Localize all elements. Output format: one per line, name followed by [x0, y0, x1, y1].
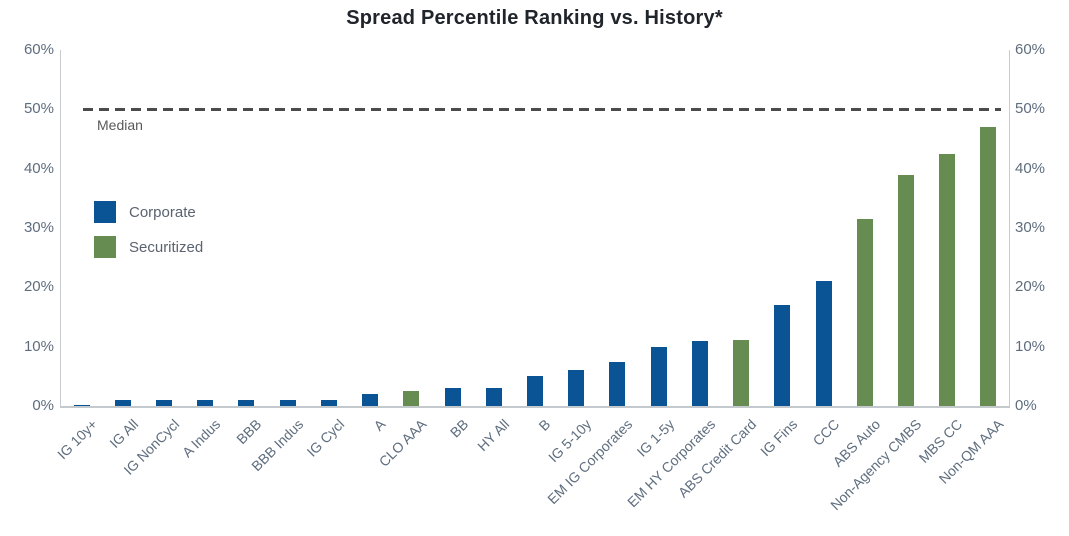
- bar-slot: [143, 50, 184, 406]
- x-axis-label: A Indus: [179, 416, 224, 461]
- y-axis-tick-label: 50%: [1015, 100, 1046, 118]
- y-axis-tick-label: 0%: [32, 397, 54, 414]
- bar-em-ig-corporates: [609, 361, 626, 406]
- y-axis-tick-label: 10%: [1015, 337, 1046, 355]
- y-axis-tick-label: 30%: [1015, 219, 1046, 236]
- bar-ig-5-10y: [568, 370, 585, 406]
- y-axis-tick-label: 40%: [1015, 159, 1046, 177]
- bar-ig-10y-: [73, 404, 90, 406]
- bar-slot: [844, 50, 885, 406]
- bar-slot: [308, 50, 349, 406]
- chart-title: Spread Percentile Ranking vs. History*: [346, 7, 723, 29]
- y-axis-tick-label: 20%: [1015, 278, 1046, 296]
- legend-item-corporate: Corporate: [94, 201, 203, 223]
- bar-slot: [514, 50, 555, 406]
- bar-slot: [61, 50, 102, 406]
- bar-slot: [185, 50, 226, 406]
- bar-abs-auto: [856, 219, 873, 406]
- x-axis-label: IG 10y+: [53, 416, 100, 463]
- legend-label: Corporate: [129, 203, 196, 221]
- bar-slot: [885, 50, 926, 406]
- y-axis-right: 60% 50% 40% 30% 20% 10% 0%: [1015, 41, 1067, 414]
- x-axis-label: HY All: [473, 416, 513, 455]
- bar-slot: [762, 50, 803, 406]
- x-axis-label: ABS Credit Card: [674, 416, 760, 501]
- bar-slot: [927, 50, 968, 406]
- bar-slot: [350, 50, 391, 406]
- y-axis-tick-label: 20%: [23, 278, 54, 296]
- x-axis-label: IG All: [106, 416, 142, 451]
- bar-hy-all: [485, 388, 502, 406]
- bar-ig-noncycl: [156, 400, 173, 406]
- y-axis-tick-label: 0%: [1015, 397, 1037, 414]
- bar-ccc: [815, 281, 832, 406]
- bar-a-indus: [197, 400, 214, 406]
- x-axis-label: BB: [446, 416, 471, 441]
- bar-slot: [721, 50, 762, 406]
- bar-mbs-cc: [939, 153, 956, 406]
- bar-slot: [432, 50, 473, 406]
- y-axis-tick-label: 10%: [23, 337, 54, 355]
- bar-a: [362, 394, 379, 406]
- x-axis-label: B: [535, 416, 554, 434]
- bar-slot: [638, 50, 679, 406]
- x-axis-label: A: [370, 416, 389, 434]
- bar-non-qm-aaa: [980, 127, 997, 406]
- bar-non-agency-cmbs: [897, 174, 914, 406]
- bar-slot: [102, 50, 143, 406]
- legend-label: Securitized: [129, 238, 204, 256]
- y-axis-tick-label: 50%: [23, 100, 54, 118]
- bar-ig-fins: [774, 305, 791, 406]
- bar-ig-1-5y: [650, 346, 667, 406]
- bar-ig-cycl: [320, 400, 337, 406]
- legend: Corporate Securitized: [94, 201, 203, 258]
- median-reference-line: [83, 108, 1001, 112]
- y-axis-tick-label: 30%: [23, 219, 54, 236]
- x-axis-label: IG Cycl: [303, 416, 348, 460]
- y-axis-tick-label: 60%: [23, 41, 54, 58]
- x-axis-label: CCC: [809, 416, 842, 449]
- bar-bb: [444, 388, 461, 406]
- bar-slot: [267, 50, 308, 406]
- bar-slot: [679, 50, 720, 406]
- x-axis-label: IG Fins: [757, 416, 801, 460]
- bar-bbb-indus: [279, 400, 296, 406]
- legend-swatch-icon: [94, 236, 116, 258]
- bar-slot: [556, 50, 597, 406]
- bar-clo-aaa: [403, 391, 420, 406]
- bar-ig-all: [114, 400, 131, 406]
- bar-slot: [803, 50, 844, 406]
- x-axis-labels: IG 10y+ IG All IG NonCycl A Indus BBB BBB Ind…: [54, 410, 1008, 536]
- median-label: Median: [97, 117, 143, 134]
- y-axis-tick-label: 60%: [1015, 41, 1046, 58]
- legend-swatch-icon: [94, 201, 116, 223]
- bar-bbb: [238, 400, 255, 406]
- bar-slot: [473, 50, 514, 406]
- bar-slot: [226, 50, 267, 406]
- bar-slot: [391, 50, 432, 406]
- x-axis-label: BBB: [233, 416, 265, 448]
- bar-slot: [597, 50, 638, 406]
- y-axis-tick-label: 40%: [23, 159, 54, 177]
- bar-slot: [968, 50, 1009, 406]
- bar-em-hy-corporates: [691, 340, 708, 406]
- bar-b: [527, 376, 544, 406]
- y-axis-left: 60% 50% 40% 30% 20% 10% 0%: [2, 41, 54, 414]
- bars-group: [61, 50, 1009, 406]
- legend-item-securitized: Securitized: [94, 236, 203, 258]
- plot-area: Median Corporate Securitized: [60, 50, 1010, 408]
- bar-abs-credit-card: [733, 339, 750, 406]
